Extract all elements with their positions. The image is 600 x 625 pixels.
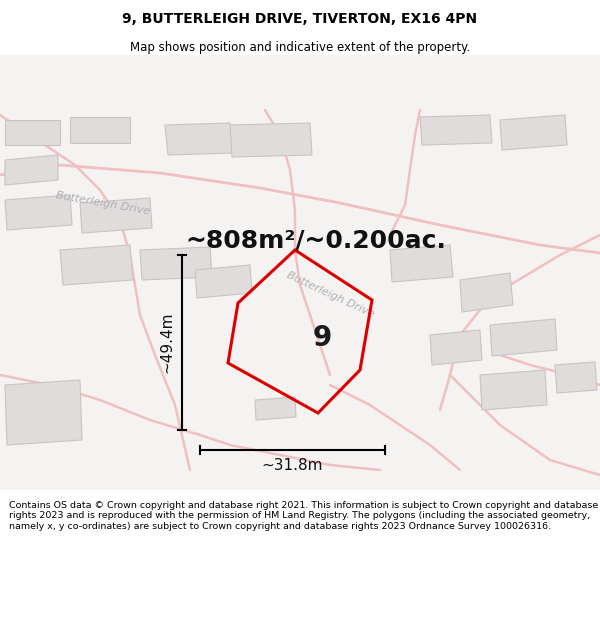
- Polygon shape: [460, 273, 513, 312]
- Polygon shape: [80, 198, 152, 233]
- Polygon shape: [5, 380, 82, 445]
- Polygon shape: [140, 247, 212, 280]
- Text: ~31.8m: ~31.8m: [262, 459, 323, 474]
- Polygon shape: [0, 55, 600, 490]
- Polygon shape: [195, 265, 252, 298]
- Text: Contains OS data © Crown copyright and database right 2021. This information is : Contains OS data © Crown copyright and d…: [9, 501, 598, 531]
- Polygon shape: [390, 245, 453, 282]
- Polygon shape: [70, 117, 130, 143]
- Text: Butterleigh Drive: Butterleigh Drive: [285, 270, 376, 320]
- Polygon shape: [230, 123, 312, 157]
- Polygon shape: [60, 245, 133, 285]
- Polygon shape: [5, 155, 58, 185]
- Polygon shape: [165, 123, 233, 155]
- Polygon shape: [430, 330, 482, 365]
- Text: ~49.4m: ~49.4m: [159, 312, 174, 373]
- Text: 9, BUTTERLEIGH DRIVE, TIVERTON, EX16 4PN: 9, BUTTERLEIGH DRIVE, TIVERTON, EX16 4PN: [122, 12, 478, 26]
- Polygon shape: [5, 120, 60, 145]
- Polygon shape: [500, 115, 567, 150]
- Polygon shape: [555, 362, 597, 393]
- Polygon shape: [490, 319, 557, 356]
- Polygon shape: [5, 195, 72, 230]
- Polygon shape: [480, 370, 547, 410]
- Text: 9: 9: [312, 324, 331, 352]
- Polygon shape: [420, 115, 492, 145]
- Text: Butterleigh Drive: Butterleigh Drive: [55, 190, 151, 216]
- Text: ~808m²/~0.200ac.: ~808m²/~0.200ac.: [185, 228, 446, 252]
- Text: Map shows position and indicative extent of the property.: Map shows position and indicative extent…: [130, 41, 470, 54]
- Polygon shape: [255, 397, 296, 420]
